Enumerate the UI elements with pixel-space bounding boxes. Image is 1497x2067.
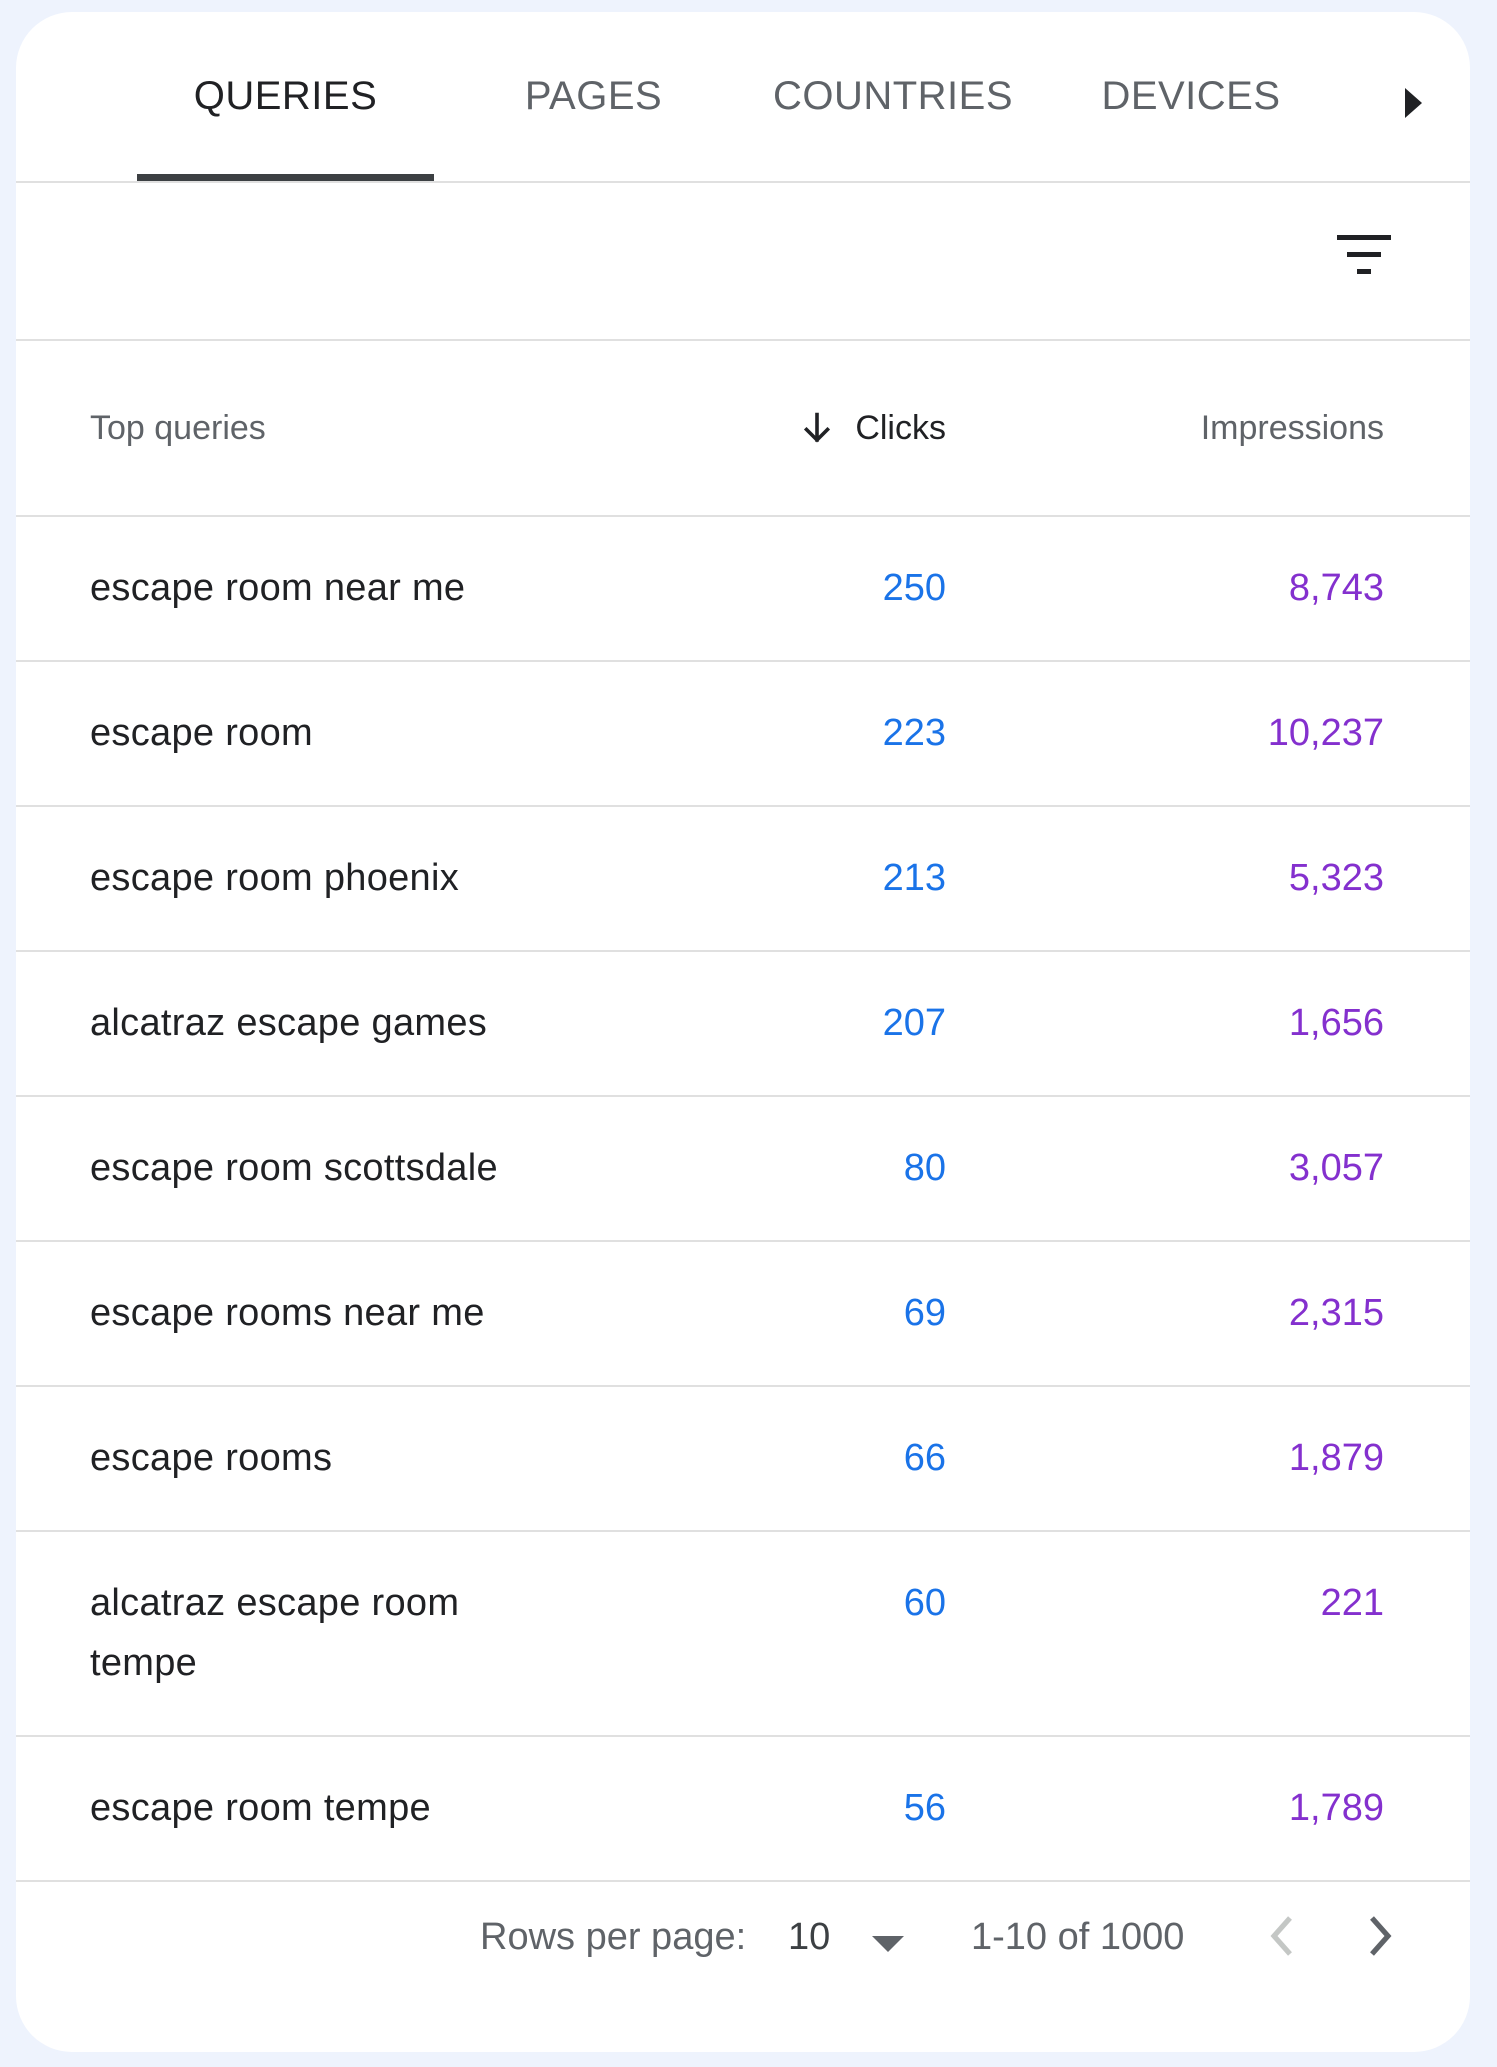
clicks-cell: 80 [903,1147,946,1189]
table-row[interactable]: escape room scottsdale 80 3,057 [16,1097,1470,1242]
impressions-cell: 1,879 [1288,1437,1384,1479]
query-cell: escape rooms [90,1437,333,1479]
performance-card: QUERIES PAGES COUNTRIES DEVICES Top quer… [16,12,1470,2052]
column-header-clicks-label: Clicks [855,408,946,447]
query-cell: escape room tempe [90,1787,431,1829]
table-row[interactable]: alcatraz escape room tempe 60 221 [16,1532,1470,1737]
table-row[interactable]: escape rooms near me 69 2,315 [16,1242,1470,1387]
table-row[interactable]: escape room near me 250 8,743 [16,517,1470,662]
tab-pages[interactable]: PAGES [524,74,663,118]
clicks-cell: 60 [903,1582,946,1624]
triangle-right-icon[interactable] [1405,88,1422,118]
impressions-cell: 1,789 [1288,1787,1384,1829]
chevron-left-icon[interactable] [1258,1906,1306,1966]
caret-down-icon[interactable] [872,1936,904,1952]
table-row[interactable]: escape room 223 10,237 [16,662,1470,807]
table-row[interactable]: escape rooms 66 1,879 [16,1387,1470,1532]
query-cell: escape room scottsdale [90,1147,498,1189]
active-tab-indicator [137,174,434,181]
filter-list-icon[interactable] [1334,233,1394,277]
impressions-cell: 1,656 [1288,1002,1384,1044]
query-cell: escape room [90,712,313,754]
impressions-cell: 221 [1320,1582,1384,1624]
clicks-cell: 69 [903,1292,946,1334]
chevron-right-icon[interactable] [1356,1906,1404,1966]
tab-countries[interactable]: COUNTRIES [772,74,1014,118]
tab-queries[interactable]: QUERIES [193,74,378,118]
arrow-down-icon [804,412,831,443]
clicks-cell: 223 [882,712,946,754]
clicks-cell: 213 [882,857,946,899]
impressions-cell: 10,237 [1267,712,1384,754]
impressions-cell: 5,323 [1288,857,1384,899]
column-header-top-queries[interactable]: Top queries [90,408,266,447]
impressions-cell: 2,315 [1288,1292,1384,1334]
tab-devices[interactable]: DEVICES [1101,74,1281,118]
clicks-cell: 250 [882,567,946,609]
clicks-cell: 207 [882,1002,946,1044]
impressions-cell: 3,057 [1288,1147,1384,1189]
table-row[interactable]: escape room tempe 56 1,789 [16,1737,1470,1882]
column-header-clicks[interactable]: Clicks [799,341,946,515]
rows-per-page-select[interactable]: 10 [788,1916,831,1958]
table-toolbar [16,183,1470,341]
rows-per-page-label: Rows per page: [480,1916,747,1958]
query-cell: escape rooms near me [90,1292,485,1334]
pagination-bar: Rows per page: 10 1-10 of 1000 [16,1892,1470,1992]
table-header: Top queries Clicks Impressions [16,341,1470,517]
query-cell: alcatraz escape room tempe [90,1582,460,1684]
page-range-text: 1-10 of 1000 [971,1916,1185,1958]
clicks-cell: 66 [903,1437,946,1479]
query-cell: escape room near me [90,567,466,609]
column-header-impressions[interactable]: Impressions [1200,408,1384,447]
query-cell: alcatraz escape games [90,1002,488,1044]
query-cell: escape room phoenix [90,857,460,899]
table-row[interactable]: escape room phoenix 213 5,323 [16,807,1470,952]
dimension-tabs: QUERIES PAGES COUNTRIES DEVICES [16,12,1470,183]
table-row[interactable]: alcatraz escape games 207 1,656 [16,952,1470,1097]
clicks-cell: 56 [903,1787,946,1829]
impressions-cell: 8,743 [1288,567,1384,609]
